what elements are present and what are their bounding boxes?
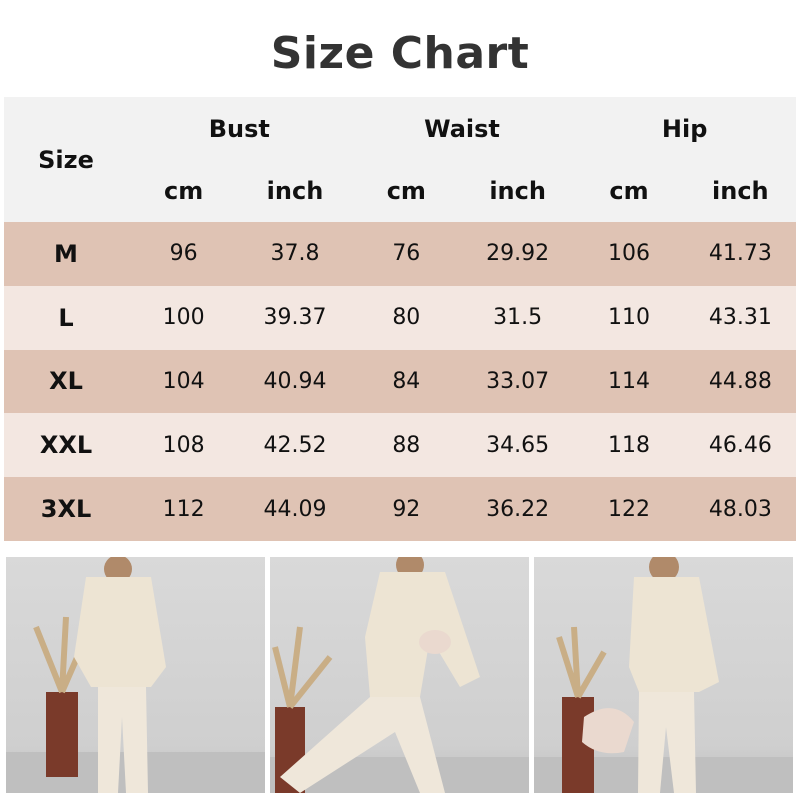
measurement-cell: 44.09: [239, 477, 351, 541]
product-photo-front: [6, 557, 265, 793]
measurement-cell: 34.65: [461, 413, 574, 478]
unit-header: cm: [128, 160, 240, 222]
product-photo-bag: [534, 557, 793, 793]
product-photos: [0, 557, 800, 793]
measurement-cell: 31.5: [461, 285, 574, 350]
measurement-cell: 96: [128, 222, 240, 286]
product-photo-walking: [270, 557, 529, 793]
measurement-cell: 40.94: [239, 349, 351, 414]
model-figure-icon: [6, 557, 265, 793]
measurement-cell: 33.07: [461, 349, 574, 414]
table-row: XXL 108 42.52 88 34.65 118 46.46: [4, 413, 796, 478]
measurement-cell: 44.88: [684, 349, 796, 414]
bust-header: Bust: [128, 97, 351, 160]
measurement-cell: 41.73: [684, 222, 796, 286]
size-cell: XXL: [4, 413, 128, 478]
size-cell: XL: [4, 349, 128, 414]
measurement-cell: 92: [350, 477, 462, 541]
measurement-cell: 112: [128, 477, 240, 541]
waist-header: Waist: [350, 97, 574, 160]
model-figure-icon: [270, 557, 529, 793]
measurement-cell: 43.31: [684, 285, 796, 350]
unit-header: cm: [573, 160, 685, 222]
model-figure-icon: [534, 557, 793, 793]
hip-header: Hip: [573, 97, 796, 160]
unit-header: inch: [461, 160, 574, 222]
size-cell: 3XL: [4, 477, 128, 541]
measurement-cell: 76: [350, 222, 462, 286]
measurement-cell: 110: [573, 285, 685, 350]
measurement-cell: 100: [128, 285, 240, 350]
measurement-cell: 42.52: [239, 413, 351, 478]
measurement-cell: 114: [573, 349, 685, 414]
unit-header: inch: [239, 160, 351, 222]
measurement-cell: 48.03: [684, 477, 796, 541]
measurement-cell: 88: [350, 413, 462, 478]
page-title: Size Chart: [270, 28, 530, 79]
measurement-cell: 118: [573, 413, 685, 478]
measurement-cell: 29.92: [461, 222, 574, 286]
measurement-cell: 37.8: [239, 222, 351, 286]
measurement-cell: 122: [573, 477, 685, 541]
measurement-cell: 84: [350, 349, 462, 414]
measurement-cell: 39.37: [239, 285, 351, 350]
size-chart-table: Size Bust Waist Hip cm inch cm inch cm i…: [4, 97, 796, 541]
table-row: L 100 39.37 80 31.5 110 43.31: [4, 285, 796, 350]
measurement-cell: 104: [128, 349, 240, 414]
size-cell: L: [4, 285, 128, 350]
measurement-cell: 36.22: [461, 477, 574, 541]
table-row: XL 104 40.94 84 33.07 114 44.88: [4, 349, 796, 414]
unit-header: cm: [350, 160, 462, 222]
table-row: 3XL 112 44.09 92 36.22 122 48.03: [4, 477, 796, 541]
measurement-cell: 80: [350, 285, 462, 350]
table-row: M 96 37.8 76 29.92 106 41.73: [4, 222, 796, 286]
measurement-cell: 108: [128, 413, 240, 478]
size-cell: M: [4, 222, 128, 286]
measurement-cell: 46.46: [684, 413, 796, 478]
measurement-cell: 106: [573, 222, 685, 286]
size-header: Size: [4, 97, 128, 222]
unit-header: inch: [684, 160, 796, 222]
